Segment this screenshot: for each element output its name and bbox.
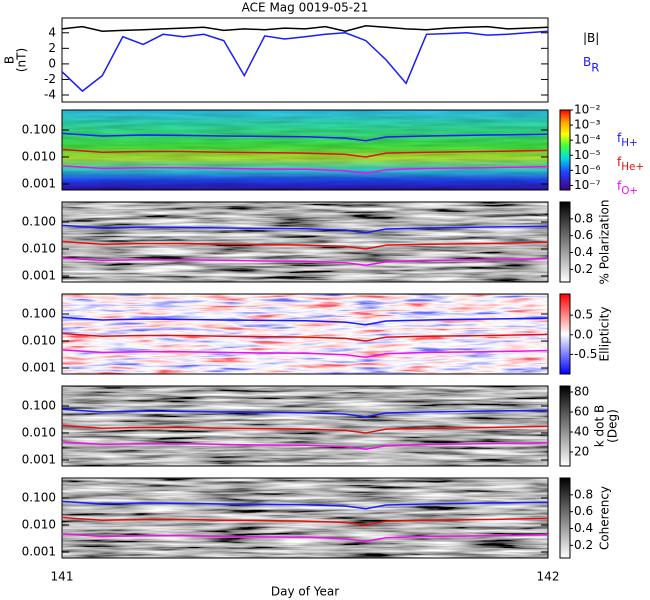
- y-axis-label: B: [3, 56, 17, 64]
- colorbar-tick-label: 10⁻⁶: [574, 163, 601, 177]
- colorbar: [559, 477, 571, 559]
- frequency-line: [61, 224, 549, 234]
- colorbar-label: % Polarization: [598, 200, 612, 285]
- colorbar-tick-label: 0.6: [574, 504, 593, 518]
- colorbar-tick-label: 60: [574, 405, 589, 419]
- colorbar-tick-label: -0.5: [574, 347, 597, 361]
- colorbar-tick-label: 0.4: [574, 521, 593, 535]
- colorbar-tick-label: 0.6: [574, 228, 593, 242]
- data-line: [61, 30, 549, 93]
- x-tick-label: 142: [537, 570, 560, 584]
- legend-label: fH+: [617, 131, 638, 149]
- chart-title: ACE Mag 0019-05-21: [242, 1, 369, 15]
- y-tick-label: 0.100: [22, 306, 56, 320]
- frequency-line: [61, 408, 549, 418]
- y-tick-label: 0.010: [22, 242, 56, 256]
- spectrogram-image: [62, 202, 548, 282]
- frequency-line: [61, 165, 549, 175]
- colorbar-tick-label: 0.4: [574, 245, 593, 259]
- spectrogram-image: [62, 478, 548, 558]
- colorbar-tick-label: 40: [574, 425, 589, 439]
- y-tick-label: 0.001: [22, 269, 56, 283]
- y-tick-label: 0.100: [22, 398, 56, 412]
- frequency-line: [61, 240, 549, 250]
- frequency-line: [61, 516, 549, 526]
- y-axis-units: (nT): [15, 48, 29, 72]
- y-tick-label: 0.001: [22, 361, 56, 375]
- y-tick-label: 2: [48, 41, 56, 55]
- frequency-line: [61, 332, 549, 342]
- frequency-line: [61, 424, 549, 434]
- frequency-line: [61, 257, 549, 267]
- colorbar-tick-label: 10⁻⁴: [574, 133, 601, 147]
- y-tick-label: 0.100: [22, 214, 56, 228]
- colorbar: [559, 293, 571, 375]
- colorbar: [559, 109, 571, 191]
- colorbar: [559, 201, 571, 283]
- legend-label: fHe+: [617, 155, 644, 173]
- frequency-line: [61, 349, 549, 359]
- data-line: [61, 25, 549, 32]
- colorbar-tick-label: 0.2: [574, 538, 593, 552]
- colorbar-tick-label: 10⁻⁵: [574, 148, 601, 162]
- frequency-line: [61, 441, 549, 451]
- colorbar-tick-label: 0.8: [574, 487, 593, 501]
- legend-subscript: H+: [621, 137, 638, 149]
- colorbar-label: Ellipticity: [598, 307, 612, 362]
- colorbar-tick-label: 80: [574, 385, 589, 399]
- legend-name: B: [583, 55, 591, 69]
- legend-subscript: O+: [621, 185, 638, 197]
- y-tick-label: 0.001: [22, 177, 56, 191]
- colorbar-label: k dot B: [593, 405, 607, 447]
- y-tick-label: -2: [44, 72, 56, 86]
- y-tick-label: 0.001: [22, 453, 56, 467]
- y-tick-label: -4: [44, 88, 56, 102]
- frequency-line: [61, 316, 549, 326]
- legend-subscript: R: [591, 60, 599, 74]
- colorbar-tick-label: 10⁻³: [574, 118, 601, 132]
- colorbar-tick-label: 0.5: [574, 308, 593, 322]
- colorbar: [559, 385, 571, 467]
- frequency-line: [61, 533, 549, 543]
- colorbar-units: (Deg): [606, 409, 620, 443]
- y-tick-label: 4: [48, 25, 56, 39]
- legend-name: f: [617, 155, 622, 169]
- frequency-line: [61, 500, 549, 510]
- colorbar-label: Coherency: [598, 486, 612, 550]
- y-tick-label: 0.100: [22, 490, 56, 504]
- spectrogram-image: [62, 294, 548, 374]
- y-tick-label: 0: [48, 56, 56, 70]
- colorbar-tick-label: 20: [574, 445, 589, 459]
- colorbar-tick-label: 0.8: [574, 211, 593, 225]
- y-tick-label: 0.001: [22, 545, 56, 559]
- y-tick-label: 0.010: [22, 334, 56, 348]
- legend-label: fO+: [617, 179, 638, 197]
- colorbar-tick-label: 0.0: [574, 327, 593, 341]
- y-tick-label: 0.010: [22, 426, 56, 440]
- frequency-line: [61, 132, 549, 142]
- colorbar-tick-label: 10⁻²: [574, 103, 601, 117]
- legend-name: f: [617, 179, 622, 193]
- spectrogram-image: [62, 386, 548, 466]
- legend-label: |B|: [583, 31, 599, 45]
- legend-label: BR: [583, 55, 599, 74]
- legend-name: |B|: [583, 31, 599, 45]
- spectrogram-image: [62, 110, 548, 190]
- plot-frame: [61, 17, 549, 103]
- x-axis-label: Day of Year: [271, 585, 339, 599]
- legend-name: f: [617, 131, 622, 145]
- y-tick-label: 0.010: [22, 150, 56, 164]
- colorbar-tick-label: 10⁻⁷: [574, 178, 601, 192]
- frequency-line: [61, 148, 549, 158]
- y-tick-label: 0.010: [22, 518, 56, 532]
- x-tick-label: 141: [51, 570, 74, 584]
- y-tick-label: 0.100: [22, 122, 56, 136]
- colorbar-tick-label: 0.2: [574, 262, 593, 276]
- legend-subscript: He+: [621, 161, 644, 173]
